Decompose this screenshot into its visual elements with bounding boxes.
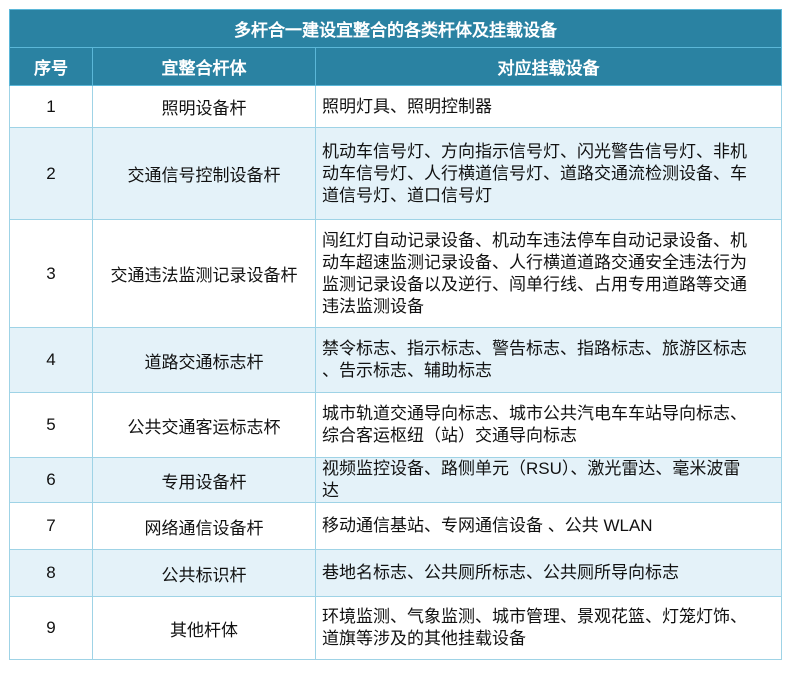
row-number: 6 bbox=[9, 457, 93, 503]
row-devices: 视频监控设备、路侧单元（RSU）、激光雷达、毫米波雷 达 bbox=[315, 457, 782, 503]
table-row: 7 网络通信设备杆 移动通信基站、专网通信设备 、公共 WLAN bbox=[9, 502, 782, 550]
table-row: 3 交通违法监测记录设备杆 闯红灯自动记录设备、机动车违法停车自动记录设备、机 动车… bbox=[9, 219, 782, 328]
header-pole: 宜整合杆体 bbox=[92, 47, 316, 86]
header-devices: 对应挂载设备 bbox=[315, 47, 782, 86]
row-number: 4 bbox=[9, 327, 93, 393]
row-number: 2 bbox=[9, 127, 93, 220]
row-pole: 其他杆体 bbox=[92, 596, 316, 660]
row-number: 8 bbox=[9, 549, 93, 597]
row-number: 1 bbox=[9, 85, 93, 128]
table-row: 1 照明设备杆 照明灯具、照明控制器 bbox=[9, 85, 782, 128]
table-row: 2 交通信号控制设备杆 机动车信号灯、方向指示信号灯、闪光警告信号灯、非机 动车信号… bbox=[9, 127, 782, 220]
table-row: 4 道路交通标志杆 禁令标志、指示标志、警告标志、指路标志、旅游区标志 、告示标志、… bbox=[9, 327, 782, 393]
table-row: 8 公共标识杆 巷地名标志、公共厕所标志、公共厕所导向标志 bbox=[9, 549, 782, 597]
row-devices: 照明灯具、照明控制器 bbox=[315, 85, 782, 128]
row-pole: 公共交通客运标志杯 bbox=[92, 392, 316, 458]
table-row: 6 专用设备杆 视频监控设备、路侧单元（RSU）、激光雷达、毫米波雷 达 bbox=[9, 457, 782, 503]
equipment-table: 多杆合一建设宜整合的各类杆体及挂载设备 序号 宜整合杆体 对应挂载设备 1 照明设… bbox=[9, 9, 782, 660]
row-number: 9 bbox=[9, 596, 93, 660]
table-title: 多杆合一建设宜整合的各类杆体及挂载设备 bbox=[9, 9, 782, 48]
row-pole: 专用设备杆 bbox=[92, 457, 316, 503]
table-row: 9 其他杆体 环境监测、气象监测、城市管理、景观花篮、灯笼灯饰、 道旗等涉及的其他挂… bbox=[9, 596, 782, 660]
row-pole: 道路交通标志杆 bbox=[92, 327, 316, 393]
row-number: 3 bbox=[9, 219, 93, 328]
row-pole: 交通信号控制设备杆 bbox=[92, 127, 316, 220]
row-devices: 环境监测、气象监测、城市管理、景观花篮、灯笼灯饰、 道旗等涉及的其他挂载设备 bbox=[315, 596, 782, 660]
row-devices: 机动车信号灯、方向指示信号灯、闪光警告信号灯、非机 动车信号灯、人行横道信号灯、… bbox=[315, 127, 782, 220]
row-devices: 移动通信基站、专网通信设备 、公共 WLAN bbox=[315, 502, 782, 550]
row-devices: 城市轨道交通导向标志、城市公共汽电车车站导向标志、 综合客运枢纽（站）交通导向标… bbox=[315, 392, 782, 458]
row-pole: 网络通信设备杆 bbox=[92, 502, 316, 550]
row-pole: 照明设备杆 bbox=[92, 85, 316, 128]
row-number: 5 bbox=[9, 392, 93, 458]
row-devices: 禁令标志、指示标志、警告标志、指路标志、旅游区标志 、告示标志、辅助标志 bbox=[315, 327, 782, 393]
row-devices: 巷地名标志、公共厕所标志、公共厕所导向标志 bbox=[315, 549, 782, 597]
row-devices: 闯红灯自动记录设备、机动车违法停车自动记录设备、机 动车超速监测记录设备、人行横… bbox=[315, 219, 782, 328]
row-number: 7 bbox=[9, 502, 93, 550]
row-pole: 交通违法监测记录设备杆 bbox=[92, 219, 316, 328]
row-pole: 公共标识杆 bbox=[92, 549, 316, 597]
header-no: 序号 bbox=[9, 47, 93, 86]
table-row: 5 公共交通客运标志杯 城市轨道交通导向标志、城市公共汽电车车站导向标志、 综合客运… bbox=[9, 392, 782, 458]
